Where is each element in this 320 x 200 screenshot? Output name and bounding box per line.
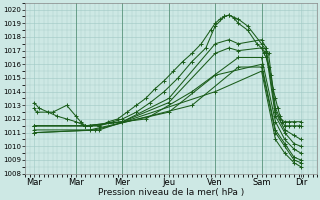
X-axis label: Pression niveau de la mer( hPa ): Pression niveau de la mer( hPa ) [98, 188, 244, 197]
